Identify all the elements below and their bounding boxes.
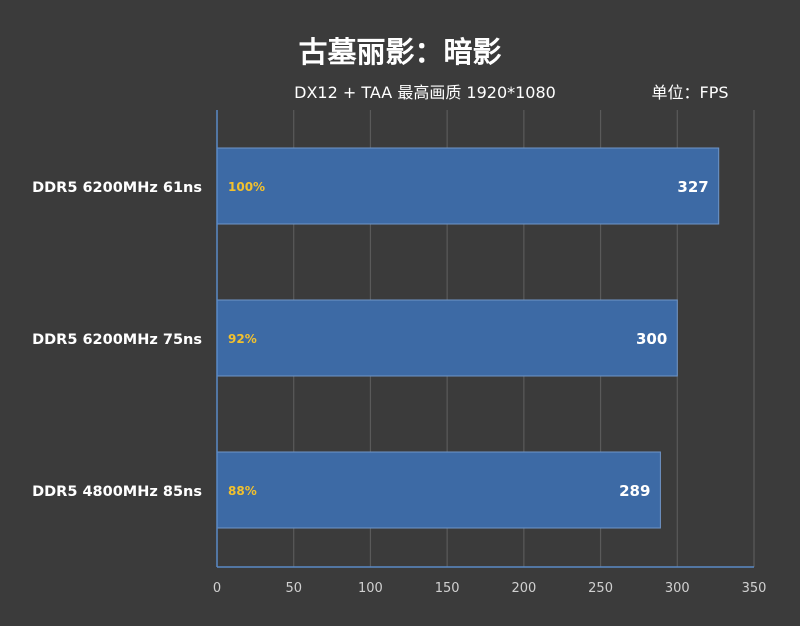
bar <box>216 451 661 529</box>
bars-group: 100% 327 92% 300 88% 289 <box>216 147 720 529</box>
value-label: 300 <box>636 330 667 348</box>
bar <box>216 147 720 225</box>
x-tick-label: 100 <box>358 581 383 596</box>
chart-subtitle: DX12 + TAA 最高画质 1920*1080 <box>294 83 556 102</box>
bar <box>216 299 678 377</box>
value-label: 327 <box>677 178 708 196</box>
category-labels: DDR5 6200MHz 61ns DDR5 6200MHz 75ns DDR5 4… <box>32 180 202 500</box>
percent-label: 92% <box>228 332 257 346</box>
x-tick-label: 350 <box>742 581 767 596</box>
percent-label: 100% <box>228 180 265 194</box>
category-label: DDR5 6200MHz 75ns <box>32 332 202 348</box>
unit-label: 单位：FPS <box>651 83 728 102</box>
value-label: 289 <box>619 482 650 500</box>
chart-title: 古墓丽影：暗影 <box>298 35 501 69</box>
percent-label: 88% <box>228 484 257 498</box>
category-label: DDR5 6200MHz 61ns <box>32 180 202 196</box>
x-tick-labels: 0 50 100 150 200 250 300 350 <box>213 581 767 596</box>
x-tick-label: 150 <box>435 581 460 596</box>
x-tick-label: 0 <box>213 581 221 596</box>
x-tick-label: 200 <box>511 581 536 596</box>
category-label: DDR5 4800MHz 85ns <box>32 484 202 500</box>
x-tick-label: 250 <box>588 581 613 596</box>
x-tick-label: 300 <box>665 581 690 596</box>
x-tick-label: 50 <box>285 581 302 596</box>
